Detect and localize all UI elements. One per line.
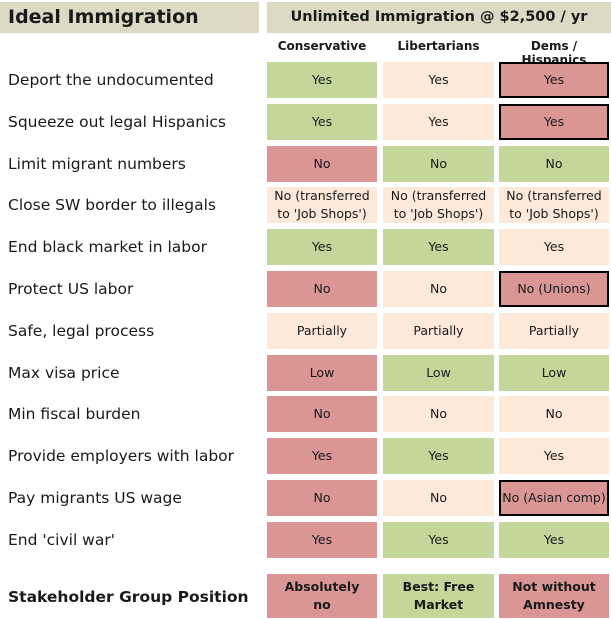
- column-header: Libertarians: [397, 39, 480, 53]
- table-cell: Yes: [383, 229, 494, 266]
- row-label: Min fiscal burden: [8, 405, 141, 424]
- table-cell: Partially: [267, 312, 377, 349]
- table-cell: Low: [499, 354, 609, 391]
- stakeholder-position-cell: Not without Amnesty: [499, 574, 609, 618]
- table-cell: No (transferred to 'Job Shops'): [499, 187, 609, 224]
- table-cell: No (transferred to 'Job Shops'): [267, 187, 377, 224]
- table-cell: No (transferred to 'Job Shops'): [383, 187, 494, 224]
- row-label: Deport the undocumented: [8, 71, 214, 89]
- column-header: Conservative: [277, 39, 367, 53]
- row-label: Squeeze out legal Hispanics: [8, 112, 226, 131]
- table-cell: Yes: [267, 62, 377, 98]
- table-cell: Partially: [383, 312, 494, 349]
- table-cell: No: [383, 480, 494, 516]
- table-cell: No: [383, 145, 494, 182]
- table-cell: Yes: [499, 521, 609, 558]
- table-cell: No: [267, 271, 377, 307]
- table-cell: No: [499, 396, 609, 433]
- table-cell: Yes: [499, 103, 609, 140]
- table-cell: Yes: [267, 103, 377, 140]
- row-label: Close SW border to illegals: [8, 196, 217, 215]
- table-cell: No: [267, 480, 377, 516]
- table-cell: Yes: [383, 438, 494, 475]
- row-label: Pay migrants US wage: [8, 489, 182, 507]
- table-cell: Yes: [499, 62, 609, 98]
- table-cell: Yes: [383, 103, 494, 140]
- table-cell: Low: [267, 354, 377, 391]
- row-label: Limit migrant numbers: [8, 154, 186, 173]
- footer-label: Stakeholder Group Position: [8, 588, 249, 606]
- stakeholder-position-cell: Best: Free Market: [383, 574, 494, 618]
- table-cell: No: [499, 145, 609, 182]
- table-cell: Yes: [267, 521, 377, 558]
- page-title: Ideal Immigration: [0, 2, 259, 33]
- row-label: End 'civil war': [8, 530, 115, 549]
- table-cell: No: [383, 271, 494, 307]
- table-cell: Yes: [383, 62, 494, 98]
- table-cell: No: [267, 145, 377, 182]
- row-label: Protect US labor: [8, 280, 134, 298]
- row-label: Provide employers with labor: [8, 447, 235, 466]
- stakeholder-position-cell: Absolutely no: [267, 574, 377, 618]
- scenario-title: Unlimited Immigration @ $2,500 / yr: [267, 2, 611, 33]
- table-cell: Yes: [383, 521, 494, 558]
- row-label: End black market in labor: [8, 238, 207, 257]
- row-label: Max visa price: [8, 363, 120, 382]
- table-cell: Yes: [267, 229, 377, 266]
- column-header: Dems / Hispanics: [521, 39, 587, 67]
- table-cell: Yes: [499, 229, 609, 266]
- table-cell: Partially: [499, 312, 609, 349]
- table-cell: No (Unions): [499, 271, 609, 307]
- table-cell: Yes: [499, 438, 609, 475]
- row-label: Safe, legal process: [8, 321, 155, 340]
- table-cell: Low: [383, 354, 494, 391]
- table-cell: No: [383, 396, 494, 433]
- table-cell: Yes: [267, 438, 377, 475]
- table-cell: No: [267, 396, 377, 433]
- table-cell: No (Asian comp): [499, 480, 609, 516]
